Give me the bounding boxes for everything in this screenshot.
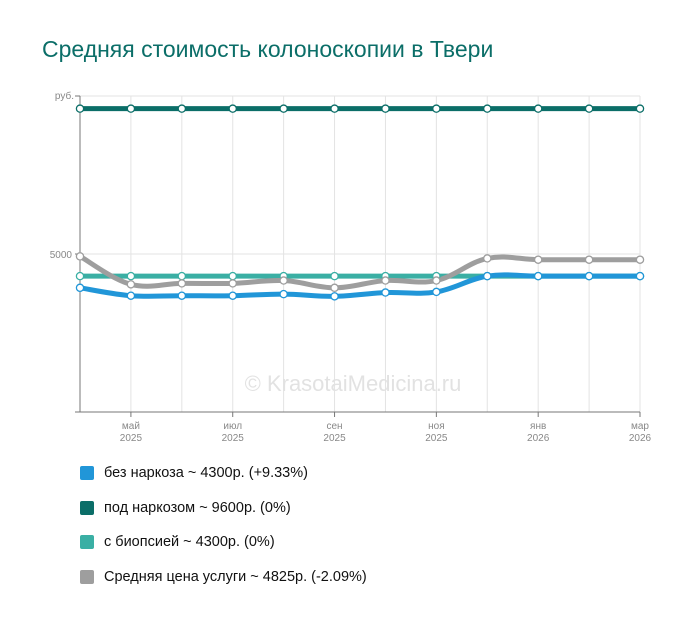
x-tick-label-month: июл [223, 421, 242, 432]
legend-item: Средняя цена услуги ~ 4825р. (-2.09%) [80, 564, 367, 599]
data-point [584, 271, 594, 281]
data-point [635, 271, 645, 281]
data-point [126, 271, 136, 281]
data-point [177, 271, 187, 281]
legend-series-summary: ~ 4825р. (-2.09%) [250, 568, 367, 585]
data-point [330, 271, 339, 281]
legend-series-name: Средняя цена услуги [104, 568, 247, 585]
legend-swatch [80, 500, 94, 515]
data-point [126, 291, 136, 300]
data-point [381, 276, 390, 285]
series-line [77, 253, 643, 291]
chart-title: Средняя стоимость колоноскопии в Твери [42, 36, 494, 62]
data-point [75, 271, 85, 281]
data-point [381, 288, 390, 297]
data-point [177, 104, 187, 113]
data-point [533, 104, 543, 113]
line-chart: руб.5000май2025июл2025сен2025ноя2025янв2… [50, 90, 652, 444]
data-point [381, 104, 390, 113]
x-tick-label-year: 2025 [222, 433, 245, 444]
data-point [279, 276, 288, 285]
data-point [483, 271, 492, 281]
legend-series-name: без наркоза [104, 465, 184, 481]
series-lines [77, 106, 643, 299]
legend-label: с биопсией ~ 4300р. (0%) [104, 529, 275, 555]
data-point [75, 252, 85, 261]
data-point [126, 104, 136, 113]
x-tick-label-year: 2025 [323, 433, 346, 444]
data-point [177, 279, 187, 288]
data-point [177, 291, 187, 300]
data-point [279, 104, 288, 113]
data-point [584, 104, 594, 113]
data-point [432, 276, 441, 285]
legend: без наркоза ~ 4300р. (+9.33%) под наркозо… [80, 460, 367, 598]
legend-item: без наркоза ~ 4300р. (+9.33%) [80, 460, 367, 495]
legend-series-name: под наркозом [104, 499, 196, 516]
legend-series-name: с биопсией [104, 534, 180, 550]
legend-label: без наркоза ~ 4300р. (+9.33%) [104, 460, 308, 486]
data-point [635, 255, 645, 264]
data-point [483, 254, 492, 263]
data-point [432, 104, 441, 113]
data-point [228, 104, 237, 113]
data-point [533, 255, 543, 264]
legend-item: с биопсией ~ 4300р. (0%) [80, 529, 367, 564]
data-point [75, 283, 85, 293]
data-point [126, 280, 136, 289]
data-point [330, 283, 339, 293]
watermark: © KrasotaiMedicina.ru [245, 371, 462, 396]
data-point [228, 271, 237, 281]
data-point [533, 271, 543, 281]
x-tick-label-year: 2026 [629, 433, 652, 444]
data-point [330, 104, 339, 113]
series-line [77, 272, 643, 299]
legend-series-summary: ~ 4300р. (0%) [183, 534, 275, 550]
data-point [279, 289, 288, 299]
legend-item: под наркозом ~ 9600р. (0%) [80, 495, 367, 530]
grid [79, 95, 641, 412]
x-tick-label-month: ноя [428, 421, 445, 432]
legend-series-summary: ~ 4300р. (+9.33%) [187, 465, 308, 481]
data-point [228, 291, 237, 300]
y-tick-label: 5000 [50, 250, 73, 261]
x-tick-label-year: 2025 [120, 433, 143, 444]
legend-label: под наркозом ~ 9600р. (0%) [104, 495, 291, 521]
x-tick-label-month: сен [326, 421, 342, 432]
x-tick-label-month: янв [530, 421, 546, 432]
data-point [483, 104, 492, 113]
legend-label: Средняя цена услуги ~ 4825р. (-2.09%) [104, 564, 367, 590]
data-point [228, 279, 237, 288]
series-points [75, 104, 645, 301]
legend-swatch [80, 466, 94, 480]
data-point [330, 292, 339, 301]
legend-series-summary: ~ 9600р. (0%) [199, 499, 291, 516]
data-point [432, 287, 441, 297]
data-point [635, 104, 645, 113]
y-axis-unit-label: руб. [55, 90, 74, 102]
legend-swatch [80, 535, 94, 549]
data-point [75, 104, 85, 113]
x-tick-label-month: май [122, 421, 140, 432]
x-tick-label-year: 2025 [425, 433, 448, 444]
legend-swatch [80, 569, 94, 584]
x-tick-label-month: мар [631, 421, 649, 432]
data-point [584, 255, 594, 264]
x-tick-label-year: 2026 [527, 433, 550, 444]
